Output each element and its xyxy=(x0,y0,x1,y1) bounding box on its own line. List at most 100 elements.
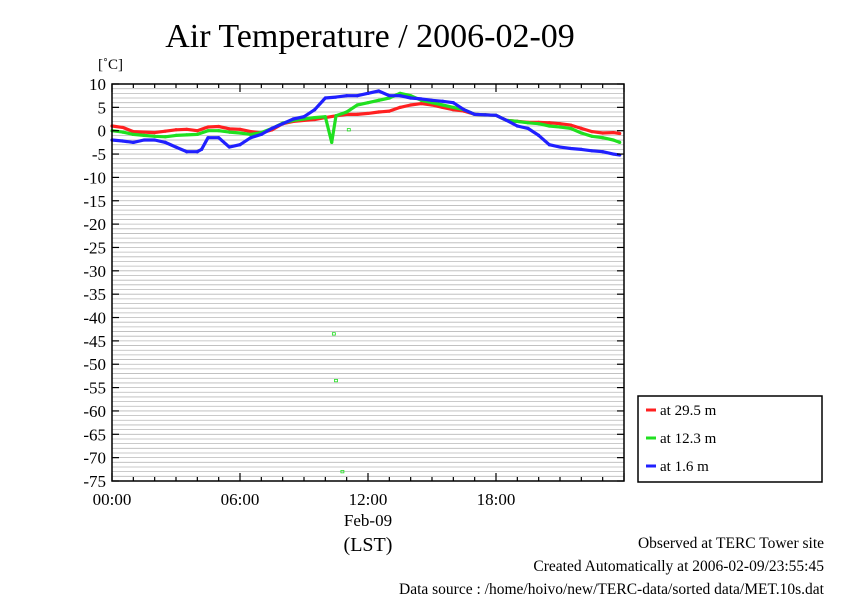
data-point xyxy=(195,150,199,154)
data-point xyxy=(579,126,583,130)
y-tick-label: -40 xyxy=(83,309,106,328)
x-tick-label: 00:00 xyxy=(93,490,132,509)
data-point xyxy=(483,113,487,117)
data-point xyxy=(409,96,413,100)
legend-items: at 29.5 m at 12.3 m at 1.6 m xyxy=(646,403,717,475)
y-tick-label: 5 xyxy=(98,98,107,117)
data-point xyxy=(590,149,594,153)
data-point xyxy=(217,129,221,133)
data-point xyxy=(185,150,189,154)
data-point xyxy=(238,127,242,131)
data-point xyxy=(387,109,391,113)
data-point xyxy=(590,134,594,138)
outlier-point xyxy=(331,332,336,336)
data-point xyxy=(323,96,327,100)
data-point xyxy=(515,119,519,123)
data-point xyxy=(131,140,135,144)
data-point xyxy=(206,125,210,129)
outlier-point xyxy=(334,378,338,383)
y-tick-label: 10 xyxy=(89,75,106,94)
data-point xyxy=(601,150,605,154)
data-point xyxy=(590,130,594,134)
x-tick-label: 12:00 xyxy=(349,490,388,509)
y-tick-label: 0 xyxy=(98,122,107,141)
data-point xyxy=(462,108,466,112)
data-point xyxy=(579,131,583,135)
data-point xyxy=(377,89,381,93)
legend-box xyxy=(637,395,823,483)
data-point xyxy=(131,132,135,137)
y-tick-label: -35 xyxy=(83,285,106,304)
data-point xyxy=(334,95,338,99)
data-point xyxy=(377,98,381,102)
y-tick-label: -50 xyxy=(83,355,106,374)
data-point xyxy=(227,145,231,149)
data-point xyxy=(131,130,135,134)
outlier-layer xyxy=(331,128,351,474)
y-tick-label: -10 xyxy=(83,168,106,187)
data-point xyxy=(313,108,317,112)
x-axis-date: Feb-09 xyxy=(344,511,392,530)
data-point xyxy=(558,122,562,126)
data-point xyxy=(121,125,125,130)
data-point xyxy=(569,123,573,127)
data-point xyxy=(618,131,622,136)
data-point xyxy=(121,139,125,143)
data-point xyxy=(409,103,413,107)
data-point xyxy=(142,138,146,142)
data-point xyxy=(249,132,253,137)
data-point xyxy=(451,101,455,105)
data-point xyxy=(601,131,605,135)
data-point xyxy=(121,130,125,134)
data-point xyxy=(345,94,349,98)
data-point xyxy=(537,122,541,126)
data-point xyxy=(185,133,189,137)
data-point xyxy=(355,94,359,98)
data-point xyxy=(505,118,509,123)
data-point xyxy=(259,132,263,137)
series-line xyxy=(111,91,621,144)
legend-label: at 1.6 m xyxy=(660,459,709,475)
footer-source: Data source : /home/hoivo/new/TERC-data/… xyxy=(399,581,824,598)
data-point xyxy=(200,147,204,151)
data-point xyxy=(174,133,178,137)
y-tick-label: -60 xyxy=(83,402,106,421)
footer-created: Created Automatically at 2006-02-09/23:5… xyxy=(533,558,824,575)
data-point xyxy=(249,130,253,134)
data-point xyxy=(569,126,573,130)
legend-label: at 29.5 m xyxy=(660,403,717,419)
data-point xyxy=(227,127,231,131)
data-point xyxy=(174,128,178,132)
data-point xyxy=(547,124,551,128)
data-point xyxy=(142,130,146,134)
data-point xyxy=(195,129,199,133)
data-point xyxy=(249,136,253,140)
data-point xyxy=(398,105,402,109)
data-point xyxy=(238,131,242,135)
data-point xyxy=(345,110,349,114)
y-tick-label: -55 xyxy=(83,379,106,398)
data-point xyxy=(611,130,615,135)
data-point xyxy=(547,121,551,125)
data-point xyxy=(526,126,530,130)
data-point xyxy=(377,110,381,114)
outlier-point xyxy=(346,128,351,132)
chart-title: Air Temperature / 2006-02-09 xyxy=(165,18,575,55)
data-point xyxy=(302,115,306,119)
y-tick-label: -30 xyxy=(83,262,106,281)
data-point xyxy=(547,143,551,147)
data-point xyxy=(611,138,615,142)
series-layer xyxy=(110,89,622,157)
data-point xyxy=(163,140,167,144)
data-point xyxy=(569,146,573,151)
legend: at 29.5 m at 12.3 m at 1.6 m xyxy=(637,395,823,483)
data-point xyxy=(558,125,562,129)
data-point xyxy=(217,136,221,140)
data-point xyxy=(366,111,370,116)
data-point xyxy=(494,113,498,117)
data-point xyxy=(153,134,157,138)
y-tick-label: -45 xyxy=(83,332,106,351)
data-point xyxy=(142,133,146,137)
data-point xyxy=(451,105,455,109)
data-point xyxy=(526,121,530,125)
